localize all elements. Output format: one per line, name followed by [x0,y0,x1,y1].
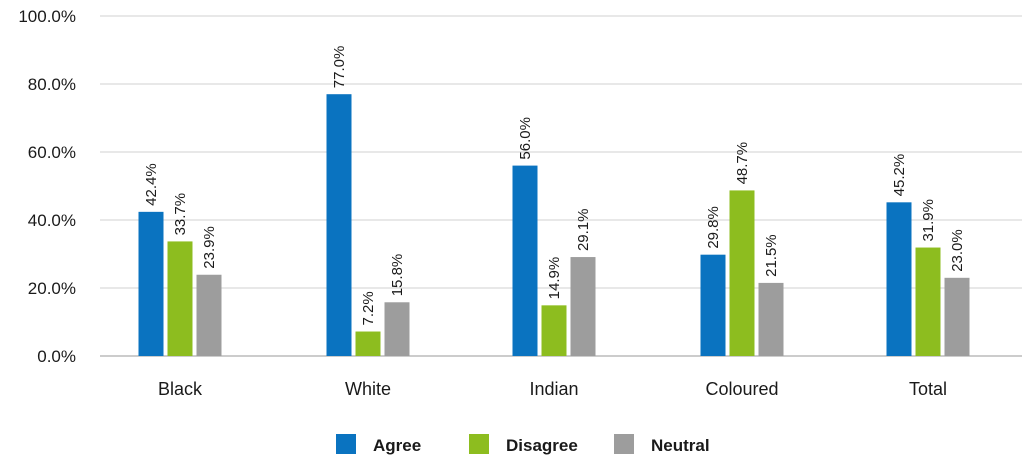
bar-agree-white [326,94,352,356]
data-label: 45.2% [891,154,908,197]
y-tick-label: 60.0% [28,143,76,162]
category-label: Indian [529,379,578,399]
legend-swatch-agree [336,434,356,454]
bars [138,94,970,356]
bar-disagree-coloured [729,190,755,356]
bar-agree-total [886,202,912,356]
bar-agree-coloured [700,254,726,356]
legend-label-agree: Agree [373,436,421,455]
data-label: 7.2% [360,291,377,325]
bar-disagree-indian [541,305,567,356]
bar-neutral-total [944,277,970,356]
legend-swatch-neutral [614,434,634,454]
category-label: Black [158,379,203,399]
legend-swatch-disagree [469,434,489,454]
data-label: 21.5% [763,234,780,277]
data-label: 42.4% [143,163,160,206]
y-tick-label: 40.0% [28,211,76,230]
bar-disagree-black [167,241,193,356]
bar-neutral-black [196,274,222,356]
bar-neutral-indian [570,257,596,356]
data-label: 23.0% [949,229,966,272]
data-label: 23.9% [201,226,218,269]
data-label: 29.1% [575,209,592,252]
bar-disagree-white [355,331,381,356]
legend-label-disagree: Disagree [506,436,578,455]
data-label: 33.7% [172,193,189,236]
data-label: 56.0% [517,117,534,160]
y-tick-label: 80.0% [28,75,76,94]
legend: Agree Disagree Neutral [336,434,710,455]
x-axis-categories: Black White Indian Coloured Total [158,379,947,399]
data-label: 77.0% [331,46,348,89]
bar-agree-indian [512,165,538,356]
category-label: Coloured [705,379,778,399]
bar-neutral-white [384,302,410,356]
y-axis-ticks: 0.0% 20.0% 40.0% 60.0% 80.0% 100.0% [18,7,76,366]
bar-disagree-total [915,247,941,356]
y-tick-label: 0.0% [37,347,76,366]
y-tick-label: 20.0% [28,279,76,298]
data-label: 31.9% [920,199,937,242]
y-tick-label: 100.0% [18,7,76,26]
category-label: White [345,379,391,399]
gridlines [100,15,1022,357]
data-label: 29.8% [705,206,722,249]
bar-neutral-coloured [758,282,784,356]
legend-label-neutral: Neutral [651,436,710,455]
data-label: 15.8% [389,254,406,297]
bar-agree-black [138,211,164,356]
data-label: 48.7% [734,142,751,185]
data-labels: 42.4% 33.7% 23.9% 77.0% 7.2% 15.8% 56.0% 14.9% 2… [143,46,966,326]
category-label: Total [909,379,947,399]
data-label: 14.9% [546,257,563,300]
